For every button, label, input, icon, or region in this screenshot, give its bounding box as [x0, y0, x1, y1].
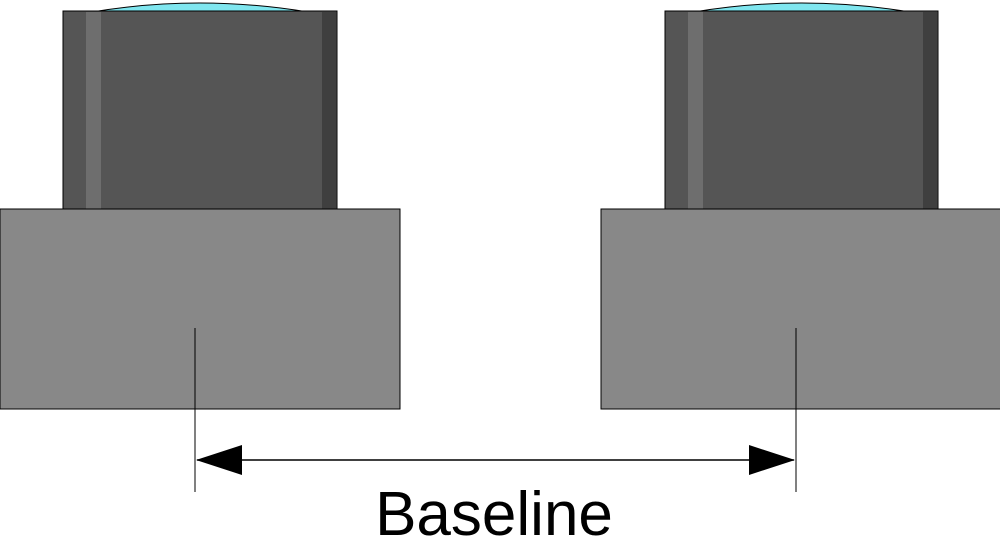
right-camera	[600, 2, 1000, 410]
right-lens-glass	[693, 2, 911, 13]
right-camera-body	[600, 208, 1000, 410]
baseline-label: Baseline	[375, 480, 613, 537]
right-barrel-shadow	[923, 12, 937, 209]
left-camera	[0, 2, 401, 410]
right-lens-barrel	[664, 10, 939, 210]
right-barrel-highlight	[688, 12, 703, 209]
left-camera-body	[0, 208, 401, 410]
left-barrel-shadow	[322, 12, 336, 209]
left-lens-barrel	[62, 10, 338, 210]
left-barrel-highlight	[86, 12, 101, 209]
left-lens-glass	[91, 2, 309, 13]
